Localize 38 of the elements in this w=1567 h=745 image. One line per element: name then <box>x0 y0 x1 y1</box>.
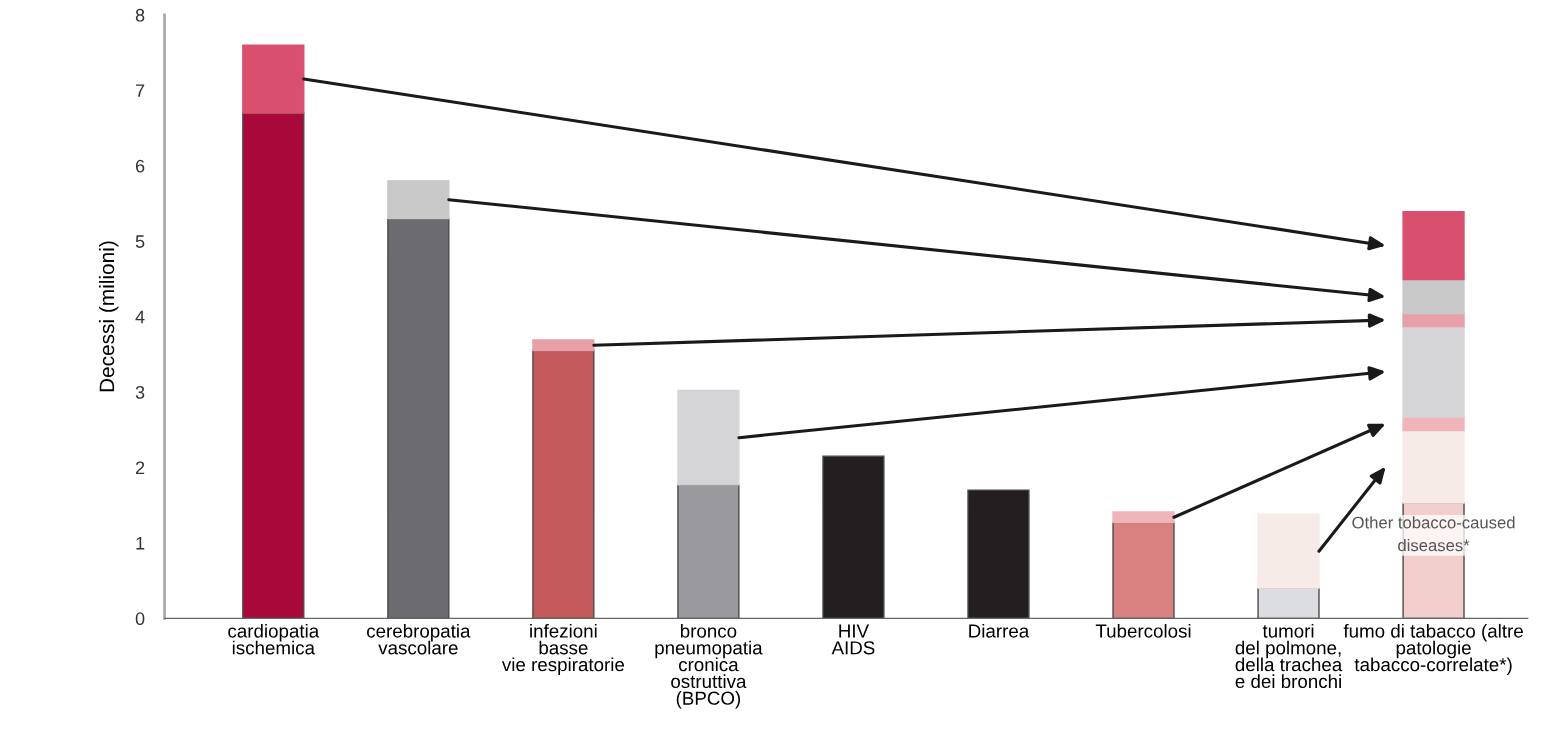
x-tick-label: cardiopatia ischemica <box>228 623 320 655</box>
bar <box>387 180 450 220</box>
x-tick-label: cerebropatia vascolare <box>367 623 471 655</box>
y-tick-label: 4 <box>135 310 145 324</box>
bar <box>1402 211 1465 281</box>
y-tick-label: 1 <box>136 537 145 550</box>
bar <box>1257 513 1320 589</box>
bar <box>1257 587 1320 619</box>
bar <box>967 489 1030 619</box>
y-axis-title: Decessi (milioni) <box>98 241 119 392</box>
bar <box>822 455 885 619</box>
y-tick-label: 8 <box>135 8 145 22</box>
x-tick-label: bronco pneumopatia cronica ostruttiva (BPCO) <box>655 623 763 709</box>
bar <box>677 484 740 619</box>
x-tick-label: fumo di tabacco (altre patologie tabacco-correlate*) <box>1343 623 1523 675</box>
x-tick-label: infezioni basse vie respiratorie <box>501 623 625 675</box>
bar <box>677 389 740 486</box>
bar <box>242 112 305 619</box>
y-tick-label: 7 <box>135 84 145 97</box>
bar <box>532 349 595 619</box>
bar <box>1112 511 1175 524</box>
x-tick-label: Tubercolosi <box>1095 623 1191 638</box>
y-tick-label: 6 <box>135 159 145 173</box>
bar <box>1402 429 1465 504</box>
x-tick-label: Diarrea <box>969 623 1030 638</box>
bar <box>1402 278 1465 315</box>
x-tick-label: tumori del polmone, della trachea e dei bronchi <box>1235 623 1343 689</box>
bar <box>532 339 595 352</box>
bar <box>1402 325 1465 418</box>
y-tick-label: 5 <box>135 235 145 248</box>
annotation: Other tobacco-caused diseases* <box>1352 516 1515 552</box>
bar <box>1112 521 1175 619</box>
bar <box>242 44 305 114</box>
y-tick-label: 0 <box>135 612 145 626</box>
y-tick-label: 2 <box>135 461 145 475</box>
y-tick-label: 3 <box>135 385 145 399</box>
x-tick-label: HIV AIDS <box>831 624 875 655</box>
bar <box>1402 312 1465 328</box>
